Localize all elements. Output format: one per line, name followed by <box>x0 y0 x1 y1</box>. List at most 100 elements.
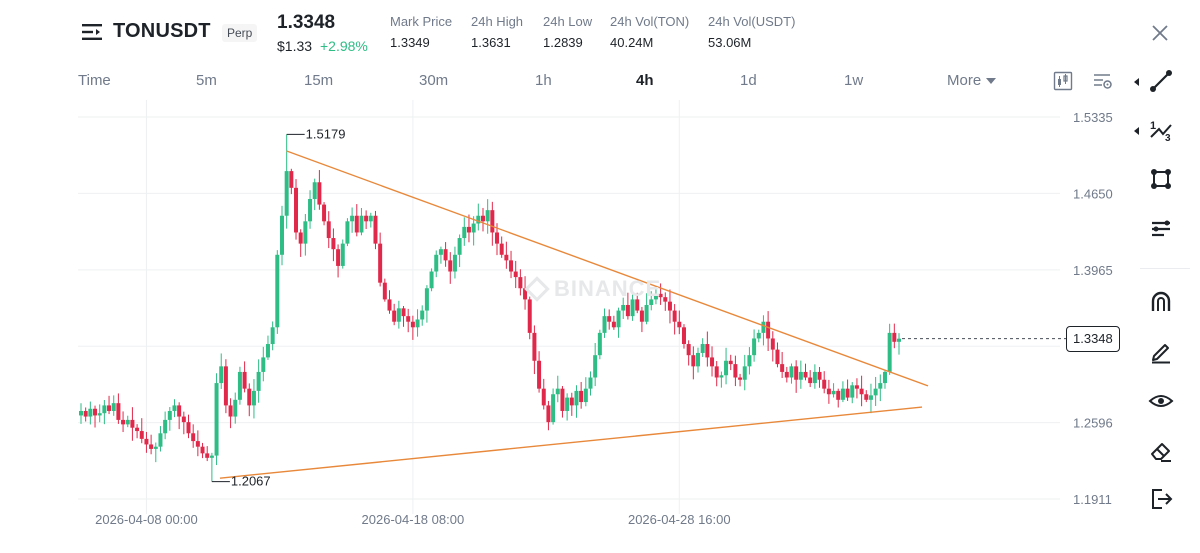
caret-left-icon[interactable] <box>1134 127 1139 135</box>
stat-24h-vol-ton: 24h Vol(TON) 40.24M <box>610 14 689 50</box>
interval-15m[interactable]: 15m <box>304 72 334 89</box>
interval-1d[interactable]: 1d <box>740 72 757 89</box>
interval-30m[interactable]: 30m <box>419 72 449 89</box>
candle-up <box>873 388 878 396</box>
candle-up <box>396 308 401 322</box>
candle-up <box>256 371 261 391</box>
caret-left-icon[interactable] <box>1134 78 1139 86</box>
close-icon[interactable] <box>1148 21 1172 45</box>
interval-5m[interactable]: 5m <box>196 72 217 89</box>
candle-up <box>429 271 434 289</box>
candle-up <box>789 366 794 378</box>
interval-1h[interactable]: 1h <box>535 72 552 89</box>
candle-down <box>322 204 327 222</box>
candle-up <box>696 352 701 367</box>
candle-down <box>139 431 144 439</box>
stat-value: 40.24M <box>610 35 654 50</box>
candle-up <box>424 288 429 311</box>
svg-text:3: 3 <box>1165 133 1171 143</box>
candle-down <box>635 299 640 311</box>
candle-down <box>326 221 331 239</box>
eraser-icon[interactable] <box>1148 437 1174 463</box>
candle-down <box>466 226 471 233</box>
candle-down <box>770 338 775 350</box>
candle-up <box>153 446 158 449</box>
candle-down <box>382 282 387 300</box>
candle-up <box>831 390 836 395</box>
candle-down <box>177 405 182 417</box>
candle-down <box>808 377 813 384</box>
candle-down <box>509 260 514 272</box>
trend-line-tool-icon[interactable] <box>1148 68 1174 94</box>
stat-value: 53.06M <box>708 35 752 50</box>
candle-up <box>251 390 256 406</box>
candle-up <box>887 332 892 372</box>
candlestick-chart[interactable]: 1.53351.46501.39651.32801.25961.19112026… <box>0 100 1130 553</box>
toolbar-divider <box>1140 268 1190 269</box>
symbol-name[interactable]: TONUSDT <box>113 20 211 42</box>
candle-up <box>270 327 275 345</box>
eye-icon[interactable] <box>1148 388 1174 414</box>
candle-down <box>83 410 88 417</box>
candle-up <box>700 344 705 353</box>
candle-down <box>611 321 616 328</box>
more-intervals-dropdown[interactable]: More <box>947 72 997 89</box>
candle-up <box>597 332 602 356</box>
candle-down <box>200 446 205 454</box>
pencil-icon[interactable] <box>1148 338 1174 364</box>
interval-1w[interactable]: 1w <box>844 72 864 89</box>
candle-up <box>452 254 457 272</box>
candle-up <box>878 383 883 389</box>
candle-up <box>644 304 649 322</box>
candle-down <box>836 390 841 400</box>
time-axis-label: 2026-04-28 16:00 <box>628 512 731 527</box>
candle-up <box>756 332 761 339</box>
interval-time[interactable]: Time <box>78 72 111 89</box>
stat-24h-high: 24h High 1.3631 <box>471 14 523 50</box>
magnet-icon[interactable] <box>1148 289 1174 315</box>
binance-watermark: BINANCE <box>524 276 661 302</box>
candle-down <box>116 403 121 420</box>
candle-up <box>602 316 607 333</box>
price-axis-label: 1.1911 <box>1073 492 1112 507</box>
chart-type-icon[interactable] <box>1052 70 1074 92</box>
price-chart[interactable]: 1.53351.46501.39651.32801.25961.19112026… <box>0 100 1130 553</box>
candle-down <box>336 249 341 266</box>
candle-down <box>681 327 686 345</box>
interval-4h[interactable]: 4h <box>636 72 654 89</box>
indicators-settings-icon[interactable] <box>1092 70 1114 92</box>
candle-down <box>663 297 668 302</box>
stat-label: Mark Price <box>390 14 453 29</box>
current-price-tag: 1.3348 <box>1066 325 1120 352</box>
candle-up <box>97 413 102 416</box>
fibonacci-tool-icon[interactable]: 1 3 <box>1148 117 1174 143</box>
candle-down <box>546 405 551 423</box>
menu-icon[interactable] <box>80 20 104 44</box>
shapes-tool-icon[interactable] <box>1148 166 1174 192</box>
annotation-tool-icon[interactable] <box>1148 215 1174 241</box>
candle-up <box>172 405 177 411</box>
svg-text:1: 1 <box>1150 120 1156 132</box>
candle-down <box>149 444 154 449</box>
candle-down <box>826 388 831 395</box>
candle-up <box>368 215 373 222</box>
candle-down <box>864 394 869 400</box>
stat-mark-price: Mark Price 1.3349 <box>390 14 452 50</box>
candle-down <box>401 308 406 317</box>
stat-value: 1.3349 <box>390 35 430 50</box>
candle-down <box>560 388 565 411</box>
candle-up <box>593 355 598 378</box>
candle-down <box>448 260 453 272</box>
candle-up <box>102 405 107 414</box>
candle-down <box>495 232 500 244</box>
candle-down <box>205 453 210 458</box>
stat-value: 1.3631 <box>471 35 511 50</box>
chevron-down-icon <box>986 78 997 85</box>
candle-up <box>79 410 83 416</box>
exit-icon[interactable] <box>1148 486 1174 512</box>
candle-down <box>766 321 771 339</box>
stat-label: 24h Vol(TON) <box>610 14 690 29</box>
candle-up <box>359 215 364 233</box>
candle-down <box>518 277 523 289</box>
candle-up <box>340 243 345 266</box>
